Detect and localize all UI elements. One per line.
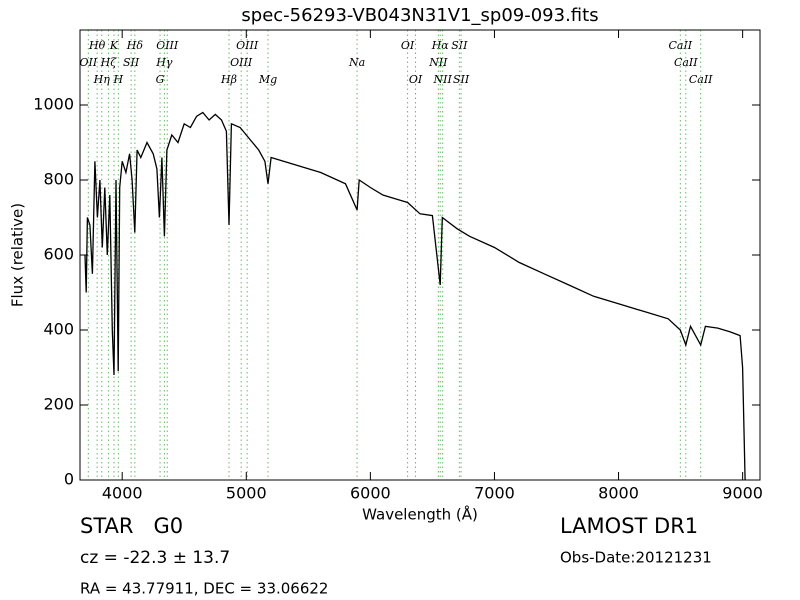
y-tick-label: 400 (43, 320, 74, 339)
spectral-line-label: OIII (230, 56, 253, 69)
spectral-line-label: OIII (236, 39, 259, 52)
spectral-line-label: Hη (93, 73, 111, 86)
spectral-line-label: Hα (431, 39, 450, 52)
x-tick-label: 8000 (598, 484, 639, 503)
y-tick-label: 0 (64, 470, 74, 489)
survey: LAMOST DR1 (560, 514, 698, 538)
obs-date: Obs-Date:20121231 (560, 549, 712, 567)
spectral-line-label: Hβ (220, 73, 237, 86)
spectral-line-label: Mg (258, 73, 277, 86)
spectral-line-label: SII (123, 56, 140, 69)
y-axis-label: Flux (relative) (9, 203, 27, 307)
x-tick-label: 9000 (722, 484, 763, 503)
spectral-line-label: Hδ (126, 39, 144, 52)
spectral-line-label: CaII (689, 73, 713, 86)
spectral-line-label: OI (409, 73, 423, 86)
spectral-line-label: CaII (674, 56, 698, 69)
x-axis-label: Wavelength (Å) (362, 505, 478, 524)
spectral-line-label: SII (453, 73, 470, 86)
y-tick-label: 1000 (33, 95, 74, 114)
spectral-line-label: H (113, 73, 124, 86)
spectral-line-label: Hζ (100, 56, 118, 69)
chart-title: spec-56293-VB043N31V1_sp09-093.fits (241, 5, 598, 26)
redshift: cz = -22.3 ± 13.7 (80, 548, 230, 568)
coordinates: RA = 43.77911, DEC = 33.06622 (80, 580, 328, 598)
object-class: STAR G0 (80, 514, 183, 538)
x-tick-label: 7000 (474, 484, 515, 503)
spectral-line-label: OI (401, 39, 415, 52)
x-tick-label: 6000 (350, 484, 391, 503)
spectral-line-label: OII (79, 56, 97, 69)
y-tick-label: 200 (43, 395, 74, 414)
y-tick-label: 800 (43, 170, 74, 189)
spectral-line-label: Na (348, 56, 365, 69)
spectral-line-label: Hθ (88, 39, 106, 52)
spectral-line-label: G (156, 73, 165, 86)
spectral-line-label: Hγ (155, 56, 173, 69)
spectral-line-label: NII (428, 56, 448, 69)
y-tick-label: 600 (43, 245, 74, 264)
spectral-line-label: SII (451, 39, 468, 52)
spectral-line-label: NII (433, 73, 453, 86)
x-tick-label: 4000 (102, 484, 143, 503)
spectral-line-label: OIII (156, 39, 179, 52)
spectral-line-label: CaII (668, 39, 692, 52)
plot-frame (79, 29, 761, 481)
spectral-line-label: K (109, 39, 119, 52)
x-tick-label: 5000 (226, 484, 267, 503)
spectrum-line (84, 111, 746, 481)
